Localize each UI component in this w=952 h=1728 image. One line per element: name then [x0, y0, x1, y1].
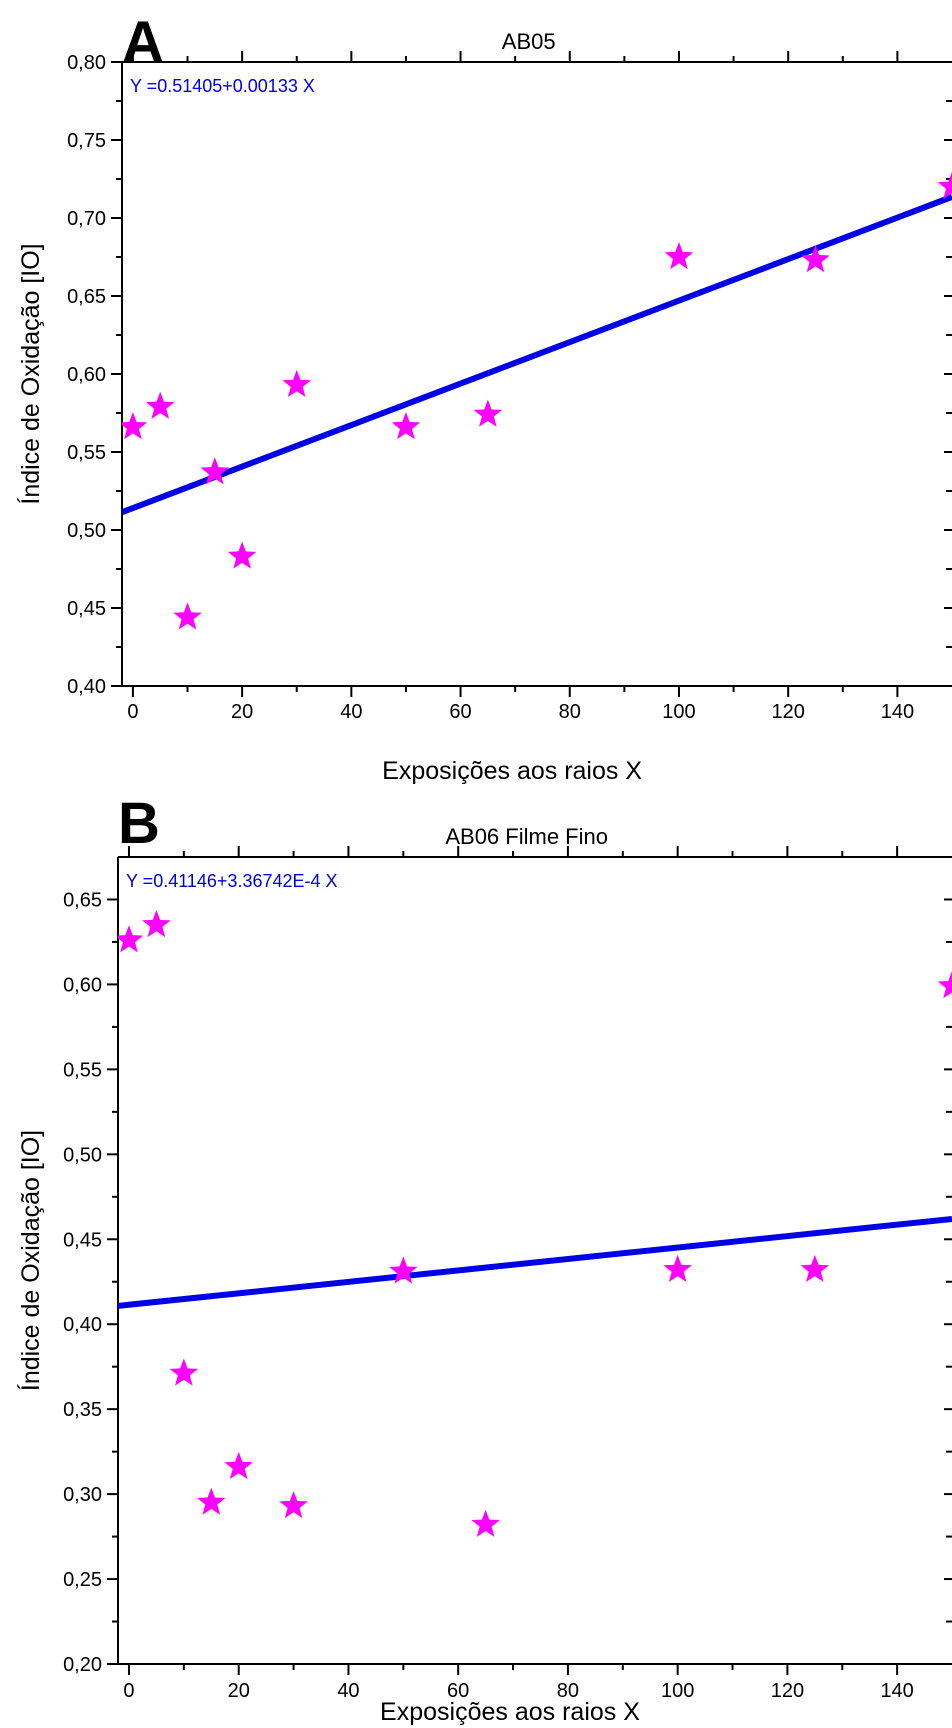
y-tick-label: 0,55: [63, 1059, 102, 1081]
y-tick-label: 0,70: [67, 208, 106, 230]
y-tick-label: 0,60: [63, 974, 102, 996]
data-point-star: [471, 1509, 500, 1537]
y-tick-label: 0,30: [63, 1484, 102, 1506]
chart-title: AB06 Filme Fino: [445, 824, 608, 849]
y-tick-label: 0,75: [67, 130, 106, 152]
data-point-star: [279, 1491, 308, 1519]
x-tick-label: 80: [557, 1680, 579, 1702]
chart-panel-a: A AB05 0 20 40 60 80 100 120 140 0,40 0,45 0,50 0,55 0…: [16, 10, 952, 785]
y-axis-label: Índice de Oxidação [IO]: [16, 1130, 45, 1391]
x-tick-label: 80: [559, 701, 581, 723]
x-tick-label: 0: [123, 1680, 134, 1702]
data-point-star: [663, 1254, 692, 1282]
panel-letter: B: [118, 791, 160, 856]
data-points: [122, 171, 952, 630]
data-point-star: [473, 399, 503, 427]
x-tick-label: 100: [662, 701, 695, 723]
y-tick-label: 0,20: [63, 1654, 102, 1676]
data-point-star: [282, 369, 311, 398]
data-point-star: [197, 1487, 226, 1515]
chart-title: AB05: [502, 29, 556, 54]
x-tick-label: 20: [228, 1680, 250, 1702]
x-tick-label: 40: [337, 1680, 359, 1702]
y-tick-label: 0,50: [67, 520, 106, 542]
data-point-star: [118, 925, 144, 953]
data-point-star: [937, 971, 952, 999]
y-tick-label: 0,40: [67, 676, 106, 698]
y-tick-label: 0,35: [63, 1399, 102, 1421]
x-tick-label: 120: [771, 1680, 804, 1702]
data-point-star: [391, 412, 421, 440]
data-point-star: [937, 171, 952, 199]
x-tick-label: 20: [231, 701, 253, 723]
data-point-star: [142, 909, 171, 938]
data-point-star: [169, 1358, 199, 1386]
x-axis-label: Exposições aos raios X: [382, 757, 642, 785]
chart-panel-b: B AB06 Filme Fino 0 20 40 60 80 100 120 140 0,20 0,…: [16, 791, 952, 1726]
data-point-star: [200, 457, 230, 485]
y-tick-label: 0,60: [67, 364, 106, 386]
x-tick-label: 60: [449, 701, 471, 723]
data-point-star: [664, 242, 694, 270]
y-tick-label: 0,40: [63, 1314, 102, 1336]
data-point-star: [801, 245, 830, 273]
panel-letter: A: [122, 10, 164, 75]
data-point-star: [145, 391, 175, 419]
data-point-star: [389, 1256, 418, 1284]
y-tick-label: 0,45: [67, 598, 106, 620]
data-points: [118, 909, 952, 1537]
x-tick-label: 140: [880, 1680, 913, 1702]
y-axis-label: Índice de Oxidação [IO]: [16, 243, 45, 504]
x-tick-label: 40: [340, 701, 362, 723]
fit-line: [118, 1215, 952, 1309]
x-tick-label: 120: [771, 701, 804, 723]
data-point-star: [800, 1254, 830, 1282]
y-tick-label: 0,80: [67, 52, 106, 74]
y-tick-label: 0,50: [63, 1144, 102, 1166]
y-tick-label: 0,45: [63, 1229, 102, 1251]
y-tick-label: 0,55: [67, 442, 106, 464]
data-point-star: [173, 602, 202, 630]
x-tick-label: 0: [127, 701, 138, 723]
data-point-star: [227, 541, 257, 569]
x-tick-label: 140: [881, 701, 914, 723]
fit-equation: Y =0.41146+3.36742E-4 X: [126, 871, 338, 891]
y-tick-label: 0,65: [63, 889, 102, 911]
data-point-star: [224, 1451, 253, 1480]
data-point-star: [122, 412, 148, 440]
x-tick-label: 60: [447, 1680, 469, 1702]
x-axis-label: Exposições aos raios X: [380, 1698, 640, 1726]
fit-equation: Y =0.51405+0.00133 X: [130, 76, 315, 96]
fit-line: [122, 194, 952, 516]
y-tick-label: 0,65: [67, 286, 106, 308]
x-tick-label: 100: [661, 1680, 694, 1702]
y-tick-label: 0,25: [63, 1569, 102, 1591]
